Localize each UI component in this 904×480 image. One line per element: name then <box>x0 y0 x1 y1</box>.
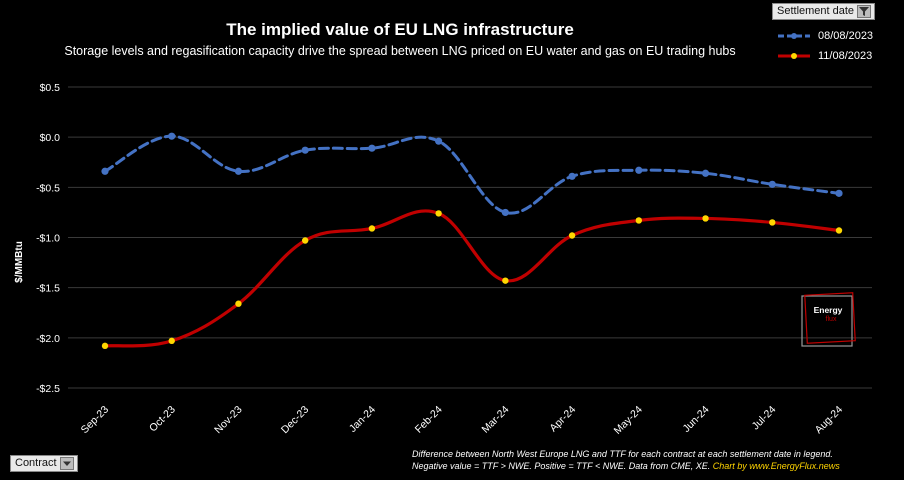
contract-filter-button[interactable]: Contract <box>10 455 78 472</box>
contract-filter-label: Contract <box>15 457 57 469</box>
y-axis-label: $/MMBtu <box>14 241 25 283</box>
x-tick-label: Jul-24 <box>750 404 779 433</box>
data-point-series-2[interactable] <box>835 227 843 234</box>
legend-swatch-solid <box>778 53 810 59</box>
data-point-series-1[interactable] <box>301 146 309 154</box>
data-point-series-1[interactable] <box>234 167 243 175</box>
data-point-series-1[interactable] <box>101 167 109 175</box>
series-markers <box>101 132 843 350</box>
data-point-series-2[interactable] <box>301 237 309 244</box>
data-point-series-2[interactable] <box>368 225 376 232</box>
data-point-series-2[interactable] <box>435 210 442 217</box>
footnote-line-1: Difference between North West Europe LNG… <box>412 449 833 459</box>
x-tick-label: Jun-24 <box>680 404 711 435</box>
y-tick-label: -$2.0 <box>36 333 60 345</box>
x-tick-label: Aug-24 <box>813 404 846 437</box>
x-tick-label: Nov-23 <box>212 404 245 437</box>
y-tick-label: -$1.5 <box>36 283 60 295</box>
data-point-series-2[interactable] <box>769 219 776 226</box>
x-axis-ticks: Sep-23 Oct-23 Nov-23 Dec-23 Jan-24 Feb-24 Mar-… <box>79 404 846 437</box>
energyflux-logo: Energy flux <box>800 292 856 348</box>
settlement-date-filter-label: Settlement date <box>777 5 855 17</box>
data-point-series-2[interactable] <box>168 337 175 345</box>
legend-label-series-1: 08/08/2023 <box>818 30 874 42</box>
data-point-series-1[interactable] <box>768 180 776 188</box>
logo-text-energy: Energy <box>814 305 843 315</box>
gridlines <box>68 86 872 389</box>
filter-funnel-icon <box>857 5 872 18</box>
x-tick-label: Feb-24 <box>413 404 445 436</box>
data-point-series-1[interactable] <box>568 172 576 180</box>
y-tick-label: $0.0 <box>40 132 61 144</box>
x-tick-label: Jan-24 <box>347 404 378 435</box>
logo-text-flux: flux <box>826 316 837 323</box>
legend: 08/08/2023 11/08/2023 <box>776 26 873 66</box>
footnote-line-2: Negative value = TTF > NWE. Positive = T… <box>412 460 882 472</box>
data-point-series-2[interactable] <box>235 300 242 307</box>
data-point-series-1[interactable] <box>168 132 176 140</box>
legend-swatch-dashed <box>778 33 810 39</box>
data-point-series-1[interactable] <box>501 208 509 217</box>
x-tick-label: Sep-23 <box>79 404 112 437</box>
x-tick-label: May-24 <box>612 404 645 437</box>
legend-item-series-2[interactable]: 11/08/2023 <box>776 46 873 66</box>
x-tick-label: Mar-24 <box>479 404 511 436</box>
settlement-date-filter-button[interactable]: Settlement date <box>772 3 876 20</box>
legend-item-series-1[interactable]: 08/08/2023 <box>776 26 873 46</box>
data-point-series-2[interactable] <box>635 217 643 224</box>
chart-title: The implied value of EU LNG infrastructu… <box>226 20 574 39</box>
y-tick-label: -$1.0 <box>36 233 60 245</box>
y-tick-label: $0.5 <box>40 82 61 94</box>
data-point-series-1[interactable] <box>435 137 443 145</box>
data-point-series-1[interactable] <box>635 166 643 174</box>
series-line-1 <box>103 134 841 215</box>
chart-footnote: Difference between North West Europe LNG… <box>412 448 882 472</box>
data-point-series-2[interactable] <box>502 277 509 284</box>
x-tick-label: Dec-23 <box>279 404 312 437</box>
data-point-series-1[interactable] <box>701 169 710 177</box>
series-lines <box>103 134 841 348</box>
y-tick-label: -$2.5 <box>36 383 60 395</box>
data-point-series-1[interactable] <box>835 189 843 197</box>
chart-subtitle: Storage levels and regasification capaci… <box>64 44 736 58</box>
footnote-credit-link[interactable]: Chart by www.EnergyFlux.news <box>712 461 840 471</box>
data-point-series-2[interactable] <box>101 342 109 350</box>
data-point-series-2[interactable] <box>702 215 709 222</box>
series-line-2 <box>103 209 841 348</box>
x-tick-label: Apr-24 <box>547 404 578 435</box>
data-point-series-2[interactable] <box>568 232 576 239</box>
x-tick-label: Oct-23 <box>147 404 178 435</box>
footnote-line-2-text: Negative value = TTF > NWE. Positive = T… <box>412 461 713 471</box>
data-point-series-1[interactable] <box>368 144 376 152</box>
y-tick-label: -$0.5 <box>36 182 60 194</box>
dropdown-arrow-icon <box>59 457 74 470</box>
y-axis-ticks: $0.5 $0.0 -$0.5 -$1.0 -$1.5 -$2.0 -$2.5 <box>36 82 60 395</box>
legend-label-series-2: 11/08/2023 <box>818 50 873 62</box>
